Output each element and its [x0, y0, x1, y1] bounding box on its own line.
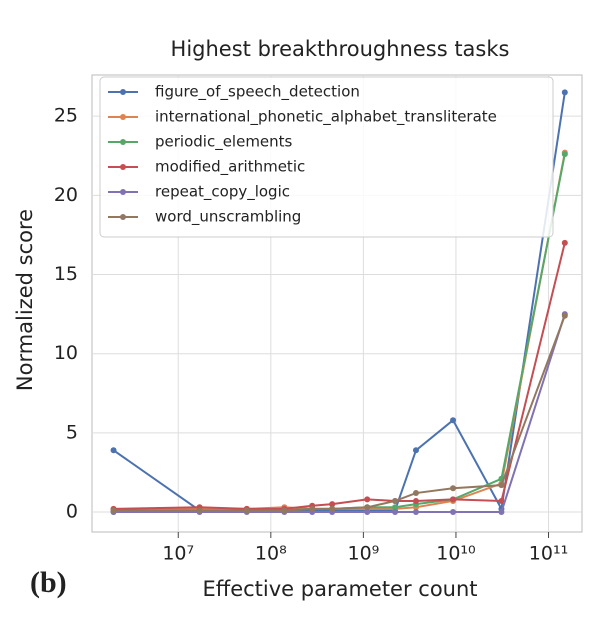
data-point [364, 509, 371, 516]
data-point [309, 505, 316, 512]
panel-label: (b) [30, 566, 67, 599]
x-axis-label: Effective parameter count [202, 577, 477, 601]
y-axis-label: Normalized score [13, 209, 37, 391]
legend-label: repeat_copy_logic [155, 183, 290, 202]
data-point [196, 507, 203, 514]
data-point [110, 447, 117, 454]
legend-label: figure_of_speech_detection [155, 83, 360, 102]
y-tick-label: 10 [54, 342, 78, 364]
legend-label: modified_arithmetic [155, 158, 305, 177]
y-tick-label: 15 [54, 263, 78, 285]
x-tick-label: 10⁸ [255, 543, 287, 565]
data-point [450, 509, 457, 516]
data-point [392, 497, 399, 504]
legend-swatch-marker [120, 189, 126, 195]
data-point [561, 239, 568, 246]
data-point [498, 497, 505, 504]
data-point [412, 497, 419, 504]
data-point [329, 501, 336, 508]
legend-label: word_unscrambling [155, 208, 301, 227]
legend-box [99, 76, 554, 238]
x-tick-label: 10⁷ [162, 543, 194, 565]
data-point [450, 485, 457, 492]
legend-swatch-marker [120, 164, 126, 170]
x-tick-label: 10¹¹ [529, 543, 568, 565]
legend-swatch-marker [120, 89, 126, 95]
data-point [498, 482, 505, 489]
data-point [392, 504, 399, 511]
chart-title: Highest breakthroughness tasks [171, 37, 510, 61]
series-line [113, 242, 566, 510]
data-point [450, 417, 457, 424]
data-point [561, 151, 568, 158]
legend-swatch-marker [120, 139, 126, 145]
legend-label: international_phonetic_alphabet_translit… [155, 108, 497, 127]
data-point [561, 89, 568, 96]
series-line [113, 313, 566, 514]
data-point [561, 312, 568, 319]
legend-swatch-marker [120, 214, 126, 220]
legend-swatch-marker [120, 114, 126, 120]
legend-label: periodic_elements [155, 133, 293, 152]
data-point [450, 496, 457, 503]
x-tick-label: 10⁹ [347, 543, 379, 565]
y-tick-label: 20 [54, 184, 78, 206]
data-point [364, 504, 371, 511]
y-tick-label: 0 [66, 501, 78, 523]
series-line [113, 315, 566, 512]
data-point [412, 490, 419, 497]
data-point [364, 496, 371, 503]
data-point [110, 507, 117, 514]
data-point [329, 505, 336, 512]
data-point [243, 507, 250, 514]
data-point [412, 509, 419, 516]
y-tick-label: 5 [66, 421, 78, 443]
data-point [498, 509, 505, 516]
data-point [392, 509, 399, 516]
x-tick-label: 10¹⁰ [436, 543, 475, 565]
data-point [412, 447, 419, 454]
y-tick-label: 25 [54, 105, 78, 127]
data-point [281, 507, 288, 514]
